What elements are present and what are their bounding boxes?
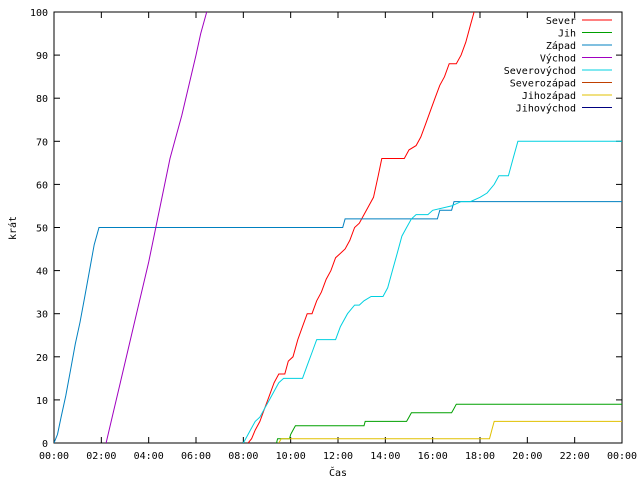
legend: Sever JihZápadVýchodSeverovýchodSeverozáp…: [504, 16, 612, 115]
x-tick-label: 08:00: [228, 451, 258, 462]
legend-label: Jihovýchod: [516, 103, 576, 115]
y-tick-label: 100: [30, 8, 48, 19]
y-tick-label: 50: [36, 224, 48, 235]
y-tick-label: 10: [36, 396, 48, 407]
y-tick-label: 80: [36, 94, 48, 105]
y-tick-label: 90: [36, 51, 48, 62]
legend-label: Jihozápad: [522, 90, 576, 102]
y-tick-label: 20: [36, 353, 48, 364]
legend-label: Sever: [546, 16, 576, 27]
y-tick-label: 0: [42, 439, 48, 450]
legend-label: Západ: [546, 40, 576, 52]
x-tick-label: 20:00: [512, 451, 542, 462]
y-tick-label: 70: [36, 137, 48, 148]
y-tick-label: 60: [36, 180, 48, 191]
x-axis-ticks: 00:00 02:00 04:00 06:00 08:00 10:00 12:00 14:00…: [39, 12, 637, 462]
legend-label: Severozápad: [510, 78, 576, 90]
series-line-zapad: [54, 201, 622, 443]
x-tick-label: 04:00: [134, 451, 164, 462]
series-line-sever: [247, 12, 475, 443]
x-axis-label: Čas: [329, 466, 347, 479]
series-line-jih: [276, 403, 622, 443]
series-line-vychod: [105, 12, 208, 443]
x-tick-label: 22:00: [560, 451, 590, 462]
legend-label: Jih: [558, 29, 576, 40]
x-tick-label: 10:00: [276, 451, 306, 462]
y-tick-label: 30: [36, 310, 48, 321]
x-tick-label: 02:00: [86, 451, 116, 462]
series-lines: [54, 12, 622, 443]
y-axis-label: krát: [7, 216, 19, 240]
x-tick-label: 14:00: [370, 451, 400, 462]
legend-label: Východ: [540, 53, 576, 65]
series-line-severovychod: [242, 140, 622, 443]
y-tick-label: 40: [36, 267, 48, 278]
x-tick-label: 00:00: [607, 451, 637, 462]
x-tick-label: 18:00: [465, 451, 495, 462]
legend-label: Severovýchod: [504, 65, 576, 77]
y-axis-ticks: 0 10 20 30 40 50 60 70 80 90 100: [30, 8, 622, 450]
x-tick-label: 12:00: [323, 451, 353, 462]
x-tick-label: 00:00: [39, 451, 69, 462]
series-line-jihozapad: [278, 420, 622, 443]
x-tick-label: 16:00: [418, 451, 448, 462]
x-tick-label: 06:00: [181, 451, 211, 462]
